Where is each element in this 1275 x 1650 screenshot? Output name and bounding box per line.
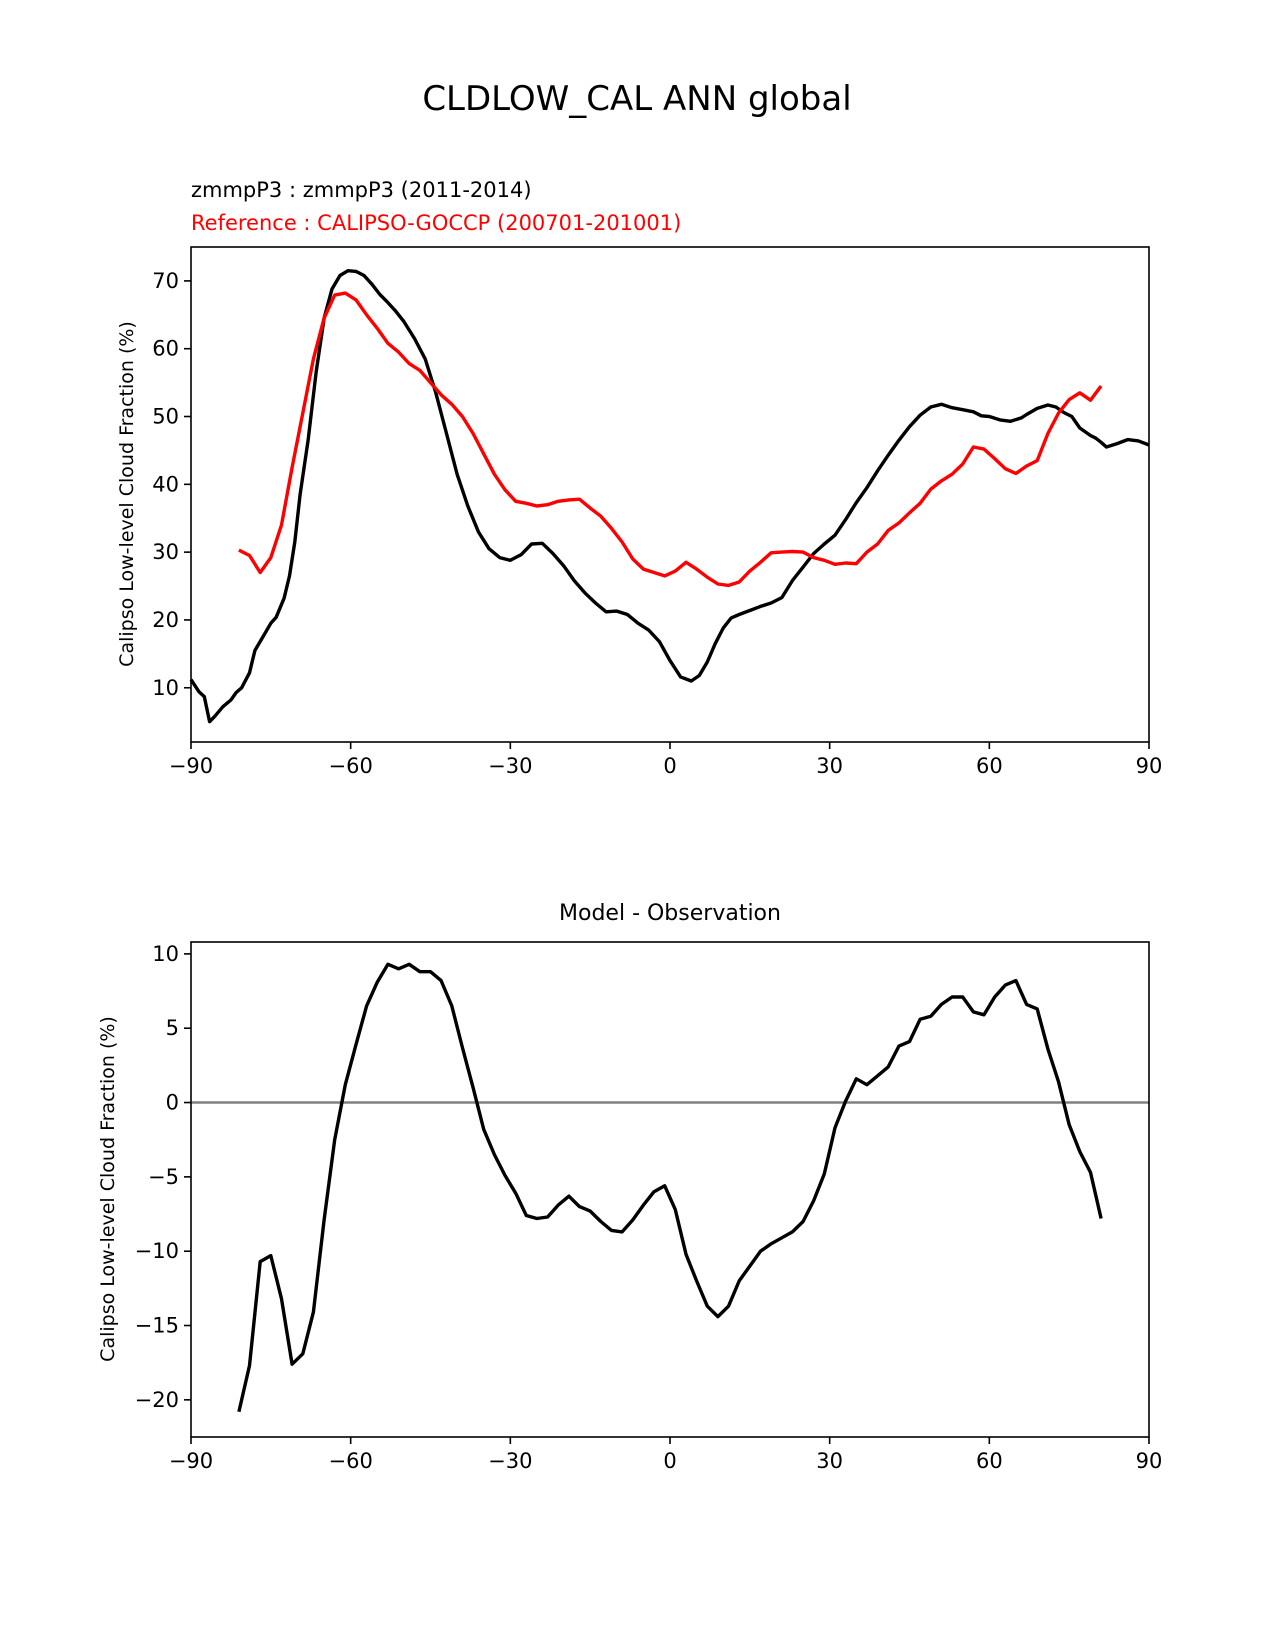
x-tick-label: 30 <box>816 754 843 778</box>
y-tick-label: 70 <box>152 269 179 293</box>
y-tick-label: 0 <box>166 1091 179 1115</box>
x-tick-label: 90 <box>1136 1449 1163 1473</box>
x-tick-label: 90 <box>1136 754 1163 778</box>
top-panel: zmmpP3 : zmmpP3 (2011-2014) Reference : … <box>116 178 1162 778</box>
bottom-title: Model - Observation <box>559 901 781 926</box>
series-line-model-observation <box>237 962 1103 1413</box>
x-tick-label: 60 <box>976 754 1003 778</box>
x-tick-label: −60 <box>329 754 373 778</box>
x-tick-label: −90 <box>169 1449 213 1473</box>
y-tick-label: −10 <box>135 1239 179 1263</box>
y-tick-label: −20 <box>135 1388 179 1412</box>
axes-frame <box>190 941 1150 1438</box>
y-tick-label: 60 <box>152 337 179 361</box>
x-tick-label: 0 <box>663 1449 676 1473</box>
bottom-plot-area: −90 −60 −30 0 30 60 90 10 5 0 −5 −10 −15 −20 <box>135 941 1163 1473</box>
axes-frame <box>190 246 1150 743</box>
bottom-panel: Model - Observation Calipso Low-level Cl… <box>97 901 1162 1473</box>
test-label: zmmpP3 : zmmpP3 (2011-2014) <box>191 178 532 202</box>
reference-label: Reference : CALIPSO-GOCCP (200701-201001… <box>191 211 681 235</box>
x-tick-label: −30 <box>488 754 532 778</box>
x-tick-label: 0 <box>663 754 676 778</box>
top-ylabel: Calipso Low-level Cloud Fraction (%) <box>116 321 138 667</box>
y-tick-label: −5 <box>148 1165 179 1189</box>
bottom-ylabel: Calipso Low-level Cloud Fraction (%) <box>97 1016 119 1362</box>
y-tick-label: 10 <box>152 942 179 966</box>
series-line-zmmpp3 <box>189 269 1150 724</box>
x-tick-label: −60 <box>329 1449 373 1473</box>
figure-title: CLDLOW_CAL ANN global <box>422 79 851 119</box>
y-tick-label: 20 <box>152 608 179 632</box>
y-tick-label: 40 <box>152 472 179 496</box>
x-tick-label: 60 <box>976 1449 1003 1473</box>
y-tick-label: 10 <box>152 676 179 700</box>
y-tick-label: −15 <box>135 1314 179 1338</box>
y-tick-label: 30 <box>152 540 179 564</box>
y-tick-label: 5 <box>166 1016 179 1040</box>
y-tick-label: 50 <box>152 405 179 429</box>
x-tick-label: −30 <box>488 1449 532 1473</box>
top-plot-area: −90 −60 −30 0 30 60 90 10 20 30 40 50 60 70 <box>152 246 1163 778</box>
x-tick-label: −90 <box>169 754 213 778</box>
series-line-calipso-goccp <box>238 291 1103 588</box>
x-tick-label: 30 <box>816 1449 843 1473</box>
